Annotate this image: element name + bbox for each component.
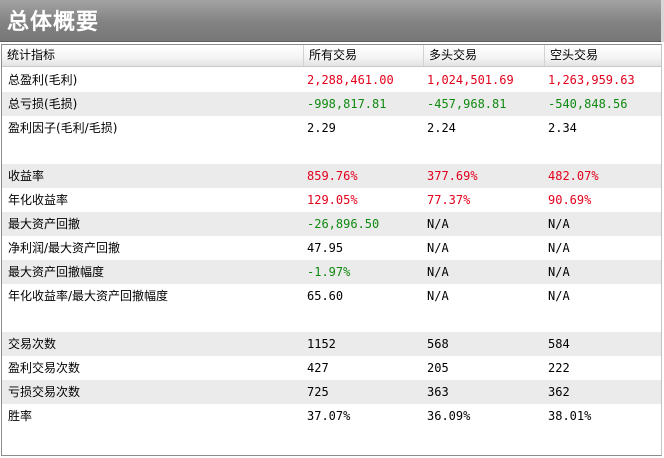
long-trades-cell: N/A xyxy=(427,289,449,303)
short-trades-cell: 90.69% xyxy=(548,193,592,207)
short-trades-cell: 362 xyxy=(548,385,570,399)
all-trades-cell: 47.95 xyxy=(307,241,344,255)
table-row[interactable]: 胜率 37.07% 36.09% 38.01% xyxy=(2,404,661,428)
column-header-all-trades[interactable]: 所有交易 xyxy=(304,45,424,66)
all-trades-cell: -998,817.81 xyxy=(307,97,387,111)
table-row[interactable]: 净利润/最大资产回撤 47.95 N/A N/A xyxy=(2,236,661,260)
long-trades-cell: 568 xyxy=(427,337,449,351)
all-trades-cell: 859.76% xyxy=(307,169,358,183)
short-trades-cell: 584 xyxy=(548,337,570,351)
all-trades-cell: 65.60 xyxy=(307,289,344,303)
spacer-row[interactable] xyxy=(2,140,661,164)
table-row[interactable]: 收益率 859.76% 377.69% 482.07% xyxy=(2,164,661,188)
metric-label-cell: 总亏损(毛损) xyxy=(8,97,78,111)
long-trades-cell: 1,024,501.69 xyxy=(427,73,514,87)
long-trades-cell: 77.37% xyxy=(427,193,471,207)
all-trades-cell: -26,896.50 xyxy=(307,217,380,231)
all-trades-cell: 2,288,461.00 xyxy=(307,73,394,87)
table-row[interactable]: 最大资产回撤幅度 -1.97% N/A N/A xyxy=(2,260,661,284)
short-trades-cell: 222 xyxy=(548,361,570,375)
column-header-long-trades[interactable]: 多头交易 xyxy=(424,45,545,66)
table-row[interactable]: 总亏损(毛损) -998,817.81 -457,968.81 -540,848.56 xyxy=(2,92,661,116)
all-trades-cell: 37.07% xyxy=(307,409,351,423)
short-trades-cell: N/A xyxy=(548,217,570,231)
all-trades-cell: 725 xyxy=(307,385,329,399)
long-trades-cell: N/A xyxy=(427,241,449,255)
long-trades-cell: 377.69% xyxy=(427,169,478,183)
short-trades-cell: 482.07% xyxy=(548,169,599,183)
metric-label-cell: 年化收益率/最大资产回撤幅度 xyxy=(8,289,169,303)
all-trades-cell: 2.29 xyxy=(307,121,336,135)
metric-label-cell: 最大资产回撤幅度 xyxy=(8,265,105,279)
long-trades-cell: 2.24 xyxy=(427,121,456,135)
table-row[interactable]: 年化收益率 129.05% 77.37% 90.69% xyxy=(2,188,661,212)
short-trades-cell: -540,848.56 xyxy=(548,97,628,111)
title-bar-edge xyxy=(661,0,664,42)
table-row[interactable]: 最大资产回撤 -26,896.50 N/A N/A xyxy=(2,212,661,236)
table-row[interactable]: 总盈利(毛利) 2,288,461.00 1,024,501.69 1,263,959… xyxy=(2,68,661,92)
metric-label-cell: 最大资产回撤 xyxy=(8,217,81,231)
short-trades-cell: 2.34 xyxy=(548,121,577,135)
long-trades-cell: N/A xyxy=(427,217,449,231)
title-bar: 总体概要 xyxy=(0,0,664,42)
column-header-short-trades[interactable]: 空头交易 xyxy=(550,48,599,62)
table-row[interactable]: 盈利交易次数 427 205 222 xyxy=(2,356,661,380)
long-trades-cell: 205 xyxy=(427,361,449,375)
long-trades-cell: N/A xyxy=(427,265,449,279)
table-row[interactable]: 亏损交易次数 725 363 362 xyxy=(2,380,661,404)
long-trades-cell: 363 xyxy=(427,385,449,399)
long-trades-cell: -457,968.81 xyxy=(427,97,507,111)
metric-label-cell: 盈利因子(毛利/毛损) xyxy=(8,121,118,135)
metric-label-cell: 亏损交易次数 xyxy=(8,385,81,399)
short-trades-cell: N/A xyxy=(548,289,570,303)
metric-label-cell: 盈利交易次数 xyxy=(8,361,81,375)
all-trades-cell: -1.97% xyxy=(307,265,351,279)
short-trades-cell: N/A xyxy=(548,241,570,255)
short-trades-cell: N/A xyxy=(548,265,570,279)
table-header: 统计指标 所有交易 多头交易 空头交易 xyxy=(2,45,661,67)
summary-table: 统计指标 所有交易 多头交易 空头交易 总盈利(毛利) 2,288,461.00 1… xyxy=(1,44,662,456)
metric-label-cell: 交易次数 xyxy=(8,337,57,351)
column-header-metric[interactable]: 统计指标 xyxy=(2,45,304,66)
long-trades-cell: 36.09% xyxy=(427,409,471,423)
metric-label-cell: 胜率 xyxy=(8,409,33,423)
all-trades-cell: 427 xyxy=(307,361,329,375)
metric-label-cell: 收益率 xyxy=(8,169,45,183)
table-row[interactable]: 交易次数 1152 568 584 xyxy=(2,332,661,356)
metric-label-cell: 年化收益率 xyxy=(8,193,69,207)
metric-label-cell: 总盈利(毛利) xyxy=(8,73,78,87)
page-title: 总体概要 xyxy=(7,10,100,35)
table-row[interactable]: 年化收益率/最大资产回撤幅度 65.60 N/A N/A xyxy=(2,284,661,308)
all-trades-cell: 129.05% xyxy=(307,193,358,207)
table-row[interactable]: 盈利因子(毛利/毛损) 2.29 2.24 2.34 xyxy=(2,116,661,140)
spacer-row[interactable] xyxy=(2,308,661,332)
short-trades-cell: 1,263,959.63 xyxy=(548,73,635,87)
short-trades-cell: 38.01% xyxy=(548,409,592,423)
all-trades-cell: 1152 xyxy=(307,337,336,351)
metric-label-cell: 净利润/最大资产回撤 xyxy=(8,241,121,255)
